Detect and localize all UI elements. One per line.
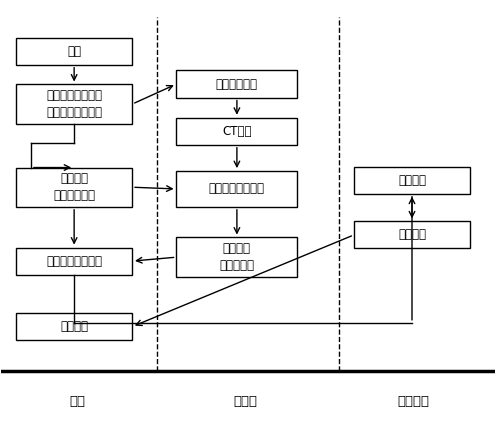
Bar [16, 38, 132, 65]
Bar [354, 167, 470, 194]
Text: 分次治疗: 分次治疗 [398, 228, 426, 242]
Bar [177, 117, 297, 145]
Bar [16, 84, 132, 124]
Bar [177, 70, 297, 98]
Bar [177, 171, 297, 207]
Text: 物理师: 物理师 [234, 395, 257, 408]
Bar [16, 168, 132, 207]
Text: 提出治疗目标并建
议适宜的治疗技术: 提出治疗目标并建 议适宜的治疗技术 [46, 89, 102, 119]
Text: 治疗技师: 治疗技师 [397, 395, 429, 408]
Text: 诊断: 诊断 [67, 45, 81, 58]
Text: 放射治疗计划确认: 放射治疗计划确认 [46, 255, 102, 268]
Text: 位置验证
和剂量验证: 位置验证 和剂量验证 [219, 242, 254, 272]
Bar [16, 313, 132, 340]
Text: 患者随访: 患者随访 [60, 320, 88, 333]
Bar [177, 238, 297, 277]
Text: 肿瘤患者摆位: 肿瘤患者摆位 [216, 77, 258, 91]
Bar [16, 248, 132, 275]
Text: 靶区勾画
设定处方剂量: 靶区勾画 设定处方剂量 [53, 172, 95, 202]
Text: 放射治疗计划设计: 放射治疗计划设计 [209, 183, 265, 195]
Text: 首次治疗: 首次治疗 [398, 174, 426, 187]
Text: CT扫描: CT扫描 [222, 125, 251, 138]
Text: 医师: 医师 [70, 395, 86, 408]
Bar [354, 221, 470, 249]
